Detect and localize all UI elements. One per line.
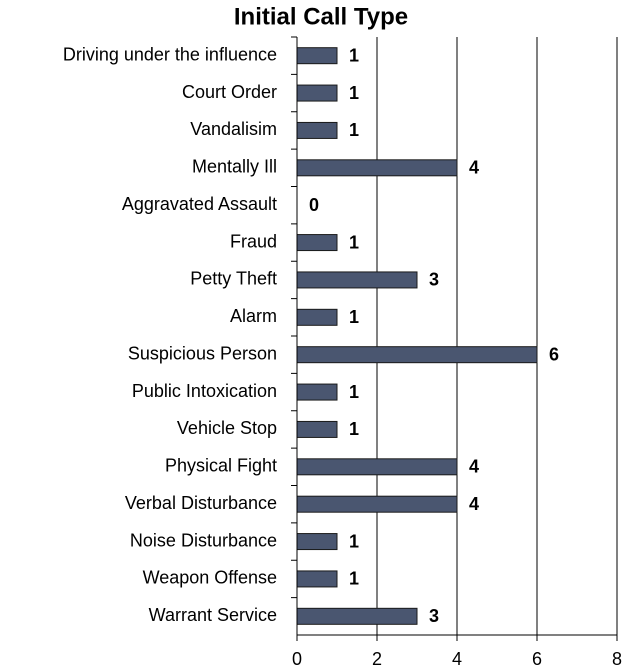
bar <box>296 234 338 252</box>
bar <box>296 84 338 102</box>
bar <box>296 346 538 364</box>
bar <box>296 121 338 139</box>
y-tick-label: Suspicious Person <box>128 343 277 363</box>
data-label: 1 <box>349 45 359 65</box>
bar <box>296 495 458 513</box>
y-tick-label: Mentally Ill <box>192 157 277 177</box>
data-label: 3 <box>429 606 439 626</box>
data-label: 4 <box>469 158 479 178</box>
y-tick-label: Physical Fight <box>165 456 277 476</box>
bar <box>296 159 458 177</box>
y-tick-label: Alarm <box>230 306 277 326</box>
y-tick-label: Driving under the influence <box>63 44 277 64</box>
data-label: 1 <box>349 569 359 589</box>
bar <box>296 308 338 326</box>
bar <box>296 533 338 551</box>
y-tick-label: Verbal Disturbance <box>125 493 277 513</box>
y-tick-label: Vehicle Stop <box>177 418 277 438</box>
y-tick-label: Court Order <box>182 82 277 102</box>
bar <box>296 47 338 65</box>
bar <box>296 420 338 438</box>
data-label: 3 <box>429 270 439 290</box>
data-label: 1 <box>349 382 359 402</box>
data-label: 1 <box>349 83 359 103</box>
bar <box>296 570 338 588</box>
data-label: 1 <box>349 419 359 439</box>
x-tick-label: 4 <box>452 649 462 669</box>
x-tick-label: 6 <box>532 649 542 669</box>
data-label: 1 <box>349 531 359 551</box>
bar <box>296 383 338 401</box>
bar <box>296 458 458 476</box>
x-tick-label: 0 <box>292 649 302 669</box>
y-tick-label: Noise Disturbance <box>130 530 277 550</box>
x-tick-label: 2 <box>372 649 382 669</box>
data-label: 1 <box>349 232 359 252</box>
y-tick-label: Warrant Service <box>149 605 277 625</box>
data-label: 0 <box>309 195 319 215</box>
bar <box>296 607 418 625</box>
y-tick-label: Weapon Offense <box>143 568 277 588</box>
y-tick-label: Public Intoxication <box>132 381 277 401</box>
data-label: 1 <box>349 307 359 327</box>
bar <box>296 271 418 289</box>
chart-title: Initial Call Type <box>234 3 408 30</box>
y-tick-label: Fraud <box>230 231 277 251</box>
y-tick-label: Petty Theft <box>190 269 277 289</box>
data-label: 4 <box>469 494 479 514</box>
y-tick-label: Vandalisim <box>190 119 277 139</box>
data-label: 1 <box>349 120 359 140</box>
data-label: 4 <box>469 457 479 477</box>
x-tick-label: 8 <box>612 649 622 669</box>
data-label: 6 <box>549 344 559 364</box>
y-tick-label: Aggravated Assault <box>122 194 277 214</box>
